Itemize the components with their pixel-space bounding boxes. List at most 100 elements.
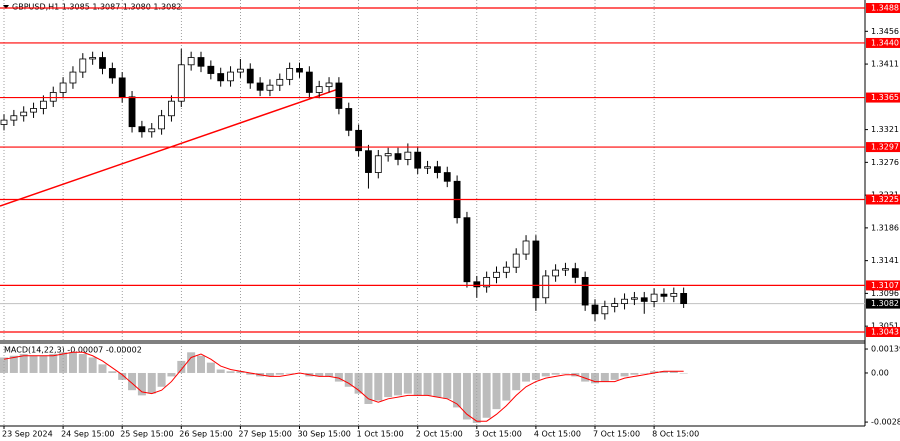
- level-label: 1.3488: [871, 4, 899, 13]
- candle-body: [30, 108, 37, 113]
- candle-body: [0, 119, 8, 125]
- macd-bar: [68, 352, 77, 373]
- x-tick-label: 24 Sep 15:00: [61, 430, 114, 439]
- macd-bar: [650, 371, 659, 373]
- level-label-box: [866, 92, 900, 103]
- candle-body: [217, 73, 225, 82]
- candle-body: [177, 64, 185, 102]
- macd-bar: [226, 371, 235, 373]
- macd-bar: [384, 372, 393, 398]
- candle-body: [532, 240, 540, 299]
- current-price-box: [866, 298, 900, 309]
- macd-bar: [462, 372, 471, 420]
- macd-bar: [334, 372, 343, 382]
- y-tick-label: 1.3456: [871, 27, 899, 36]
- macd-bar: [453, 372, 462, 408]
- level-label-box: [866, 326, 900, 337]
- candle-body: [355, 129, 363, 152]
- macd-bar: [0, 357, 8, 373]
- x-tick-label: 1 Oct 15:00: [357, 430, 404, 439]
- macd-bar: [9, 355, 18, 373]
- level-label: 1.3225: [871, 195, 899, 204]
- candle-body: [49, 92, 57, 102]
- candle-body: [591, 304, 599, 315]
- candle-body: [463, 217, 471, 283]
- candle-body: [552, 269, 559, 277]
- candle-body: [581, 276, 589, 306]
- macd-y-tick-label: -0.00285: [871, 418, 900, 427]
- x-tick-label: 25 Sep 15:00: [120, 430, 173, 439]
- candle-body: [433, 166, 441, 173]
- level-label: 1.3440: [871, 38, 899, 47]
- macd-bar: [78, 354, 87, 373]
- candle-body: [256, 82, 264, 91]
- y-tick-label: 1.3051: [871, 322, 899, 331]
- candle-body: [384, 153, 392, 157]
- macd-bar: [640, 372, 649, 374]
- candle-body: [424, 166, 431, 169]
- candle-body: [522, 240, 530, 255]
- candle-body: [276, 78, 284, 86]
- macd-bar: [669, 371, 678, 373]
- candle-body: [443, 172, 451, 182]
- macd-y-tick-label: 0.00: [871, 368, 889, 377]
- candle-body: [99, 57, 106, 69]
- macd-bar: [354, 372, 363, 394]
- symbol-icon: [3, 5, 9, 9]
- candle-body: [562, 268, 569, 271]
- candle-body: [473, 281, 481, 288]
- candle-body: [40, 100, 47, 109]
- candle-body: [305, 71, 313, 93]
- candle-body: [660, 293, 668, 297]
- candle-body: [207, 65, 215, 74]
- level-label: 1.3107: [871, 281, 899, 290]
- macd-bar: [522, 372, 531, 382]
- candle-body: [601, 306, 609, 315]
- macd-bar: [49, 354, 58, 373]
- macd-bar: [39, 355, 48, 373]
- x-tick-label: 26 Sep 15:00: [179, 430, 232, 439]
- candle-body: [374, 155, 382, 173]
- candle-body: [158, 115, 166, 130]
- macd-bar: [19, 354, 28, 373]
- y-tick-label: 1.3276: [871, 158, 899, 167]
- macd-y-tick-label: 0.00139: [871, 345, 900, 354]
- macd-bar: [265, 372, 274, 377]
- macd-bar: [413, 372, 422, 396]
- x-tick-label: 23 Sep 2024: [2, 430, 53, 439]
- macd-bar: [482, 372, 491, 418]
- macd-signal: [3, 351, 684, 422]
- macd-bar: [137, 372, 146, 396]
- candle-body: [670, 293, 678, 297]
- candle-body: [197, 57, 205, 67]
- candle-body: [414, 151, 422, 169]
- macd-bar: [630, 372, 639, 375]
- macd-bar: [88, 357, 97, 373]
- macd-bar: [364, 372, 373, 404]
- candle-body: [20, 111, 28, 117]
- candle-body: [650, 293, 658, 302]
- candle-body: [108, 68, 116, 79]
- level-label: 1.3365: [871, 93, 899, 102]
- macd-bar: [315, 372, 324, 377]
- candle-body: [640, 297, 648, 302]
- candle-body: [187, 57, 195, 66]
- candle-body: [345, 108, 353, 131]
- candle-body: [296, 68, 303, 73]
- candle-body: [483, 276, 491, 288]
- candle-body: [631, 297, 638, 300]
- x-tick-label: 7 Oct 15:00: [593, 430, 640, 439]
- candle-body: [542, 275, 550, 299]
- candle-body: [680, 293, 688, 304]
- macd-bar: [285, 372, 294, 374]
- macd-bar: [206, 362, 215, 373]
- candle-body: [335, 82, 343, 109]
- macd-bar: [679, 372, 688, 374]
- level-label-box: [866, 280, 900, 291]
- macd-bar: [502, 372, 511, 401]
- candle-body: [89, 57, 97, 60]
- y-tick-label: 1.3411: [871, 60, 899, 69]
- macd-bar: [29, 355, 38, 373]
- macd-bar: [433, 372, 442, 398]
- macd-bar: [591, 372, 599, 384]
